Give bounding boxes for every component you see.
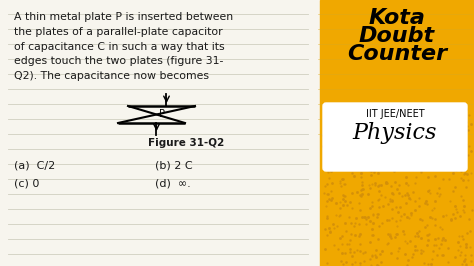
Bar — [320, 0, 474, 266]
Bar — [0, 0, 320, 266]
Text: Doubt: Doubt — [359, 26, 435, 46]
Text: Kota: Kota — [369, 8, 426, 28]
Text: Figure 31-Q2: Figure 31-Q2 — [148, 138, 224, 148]
FancyBboxPatch shape — [323, 103, 467, 171]
Text: (b) 2 C: (b) 2 C — [155, 160, 192, 170]
Text: (d)  ∞.: (d) ∞. — [155, 178, 191, 188]
Text: Physics: Physics — [353, 122, 437, 144]
Text: (c) 0: (c) 0 — [14, 178, 39, 188]
Text: A thin metal plate P is inserted between
the plates of a parallel-plate capacito: A thin metal plate P is inserted between… — [14, 12, 233, 81]
Text: IIT JEE/NEET: IIT JEE/NEET — [365, 109, 424, 119]
Text: (a)  C/2: (a) C/2 — [14, 160, 55, 170]
Text: Counter: Counter — [347, 44, 447, 64]
Text: P: P — [159, 109, 165, 119]
